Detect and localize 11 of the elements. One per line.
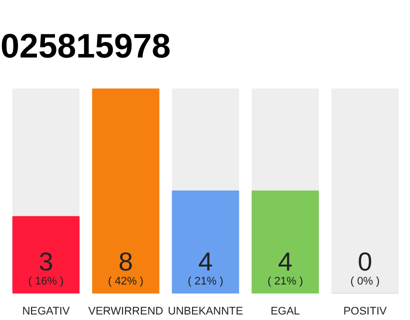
x-tick-label: POSITIV — [343, 306, 388, 318]
x-tick-label: EGAL — [270, 306, 300, 318]
x-tick-label: VERWIRREND — [88, 306, 164, 318]
data-label: 0 ( 0% ) — [350, 246, 380, 288]
data-label: 4 ( 21% ) — [268, 246, 304, 288]
x-tick-label: NEGATIV — [22, 306, 70, 318]
chart-title: 025815978 — [0, 28, 171, 66]
data-label: 8 ( 42% ) — [108, 246, 144, 288]
x-tick-label: UNBEKANNTE — [168, 306, 244, 318]
data-label: 4 ( 21% ) — [188, 246, 224, 288]
data-label: 3 ( 16% ) — [28, 246, 64, 288]
